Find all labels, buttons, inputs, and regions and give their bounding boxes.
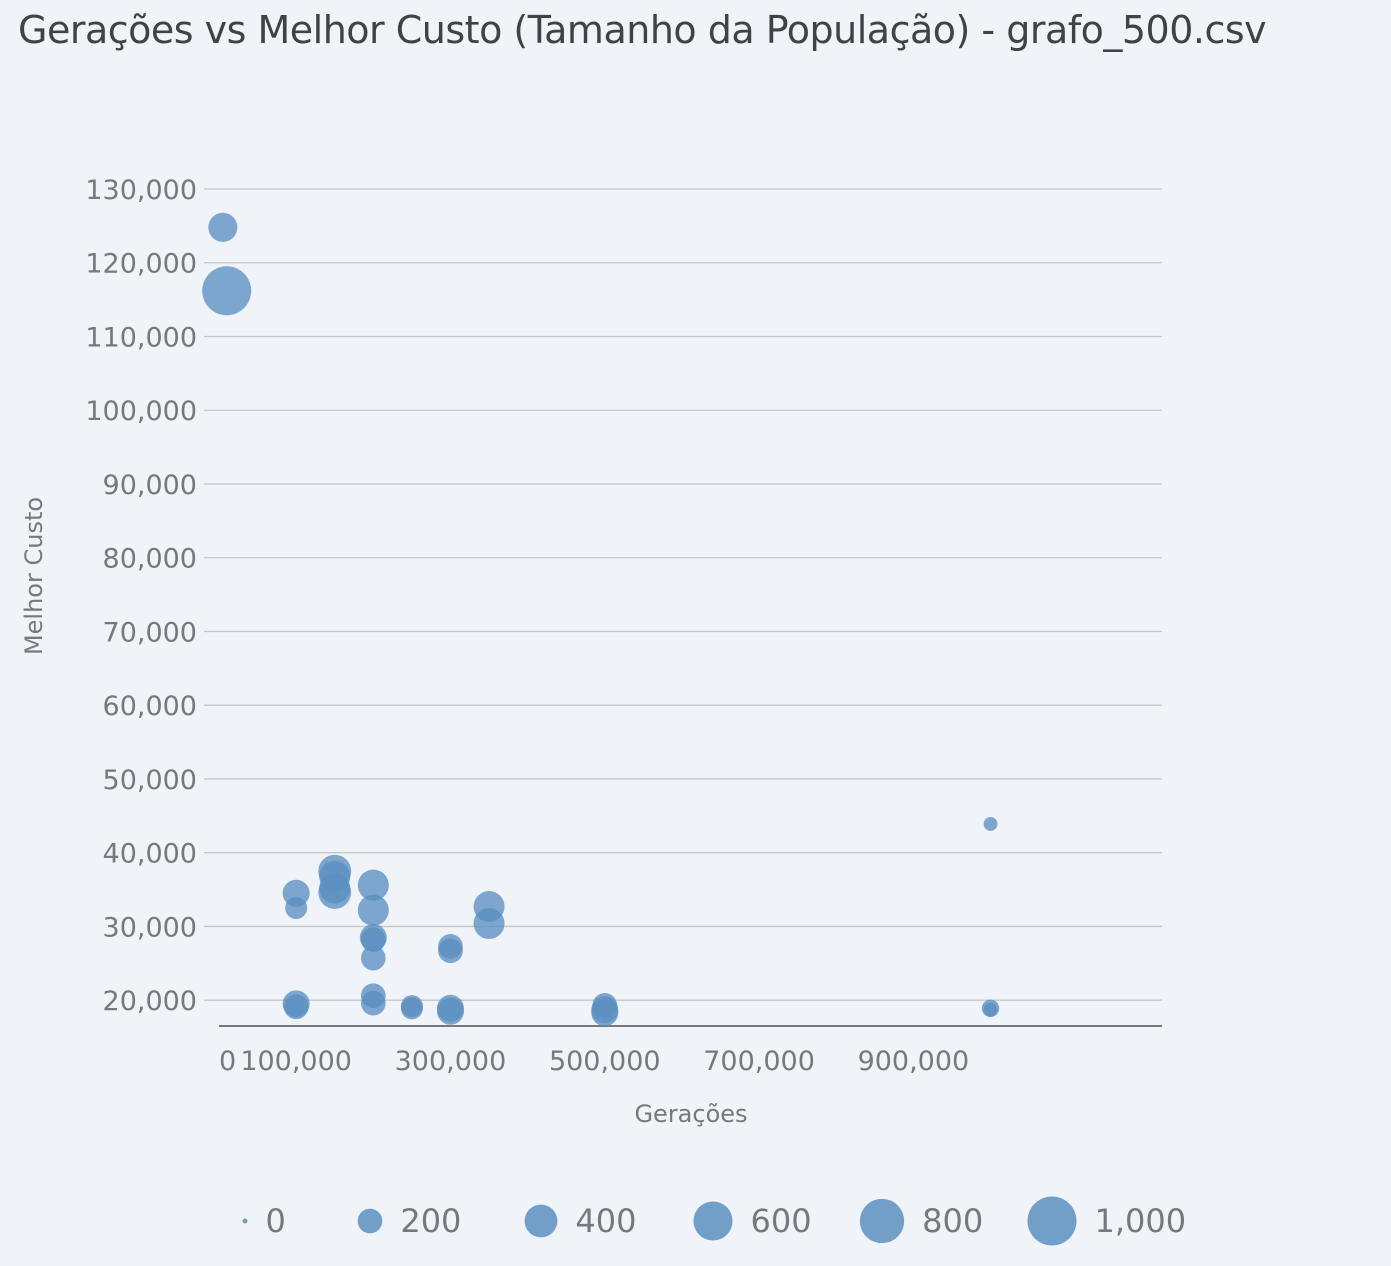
data-point <box>591 999 619 1027</box>
data-point <box>283 994 309 1020</box>
data-point <box>202 266 252 316</box>
legend-marker <box>693 1201 733 1241</box>
chart-title: Gerações vs Melhor Custo (Tamanho da Pop… <box>18 8 1267 52</box>
data-point <box>473 907 505 940</box>
grid-lines <box>204 188 1162 1001</box>
data-points <box>202 212 1000 1027</box>
legend-marker <box>242 1218 248 1224</box>
legend-label: 600 <box>751 1202 812 1240</box>
x-tick-label: 300,000 <box>395 1046 507 1077</box>
y-tick-label: 130,000 <box>85 175 197 206</box>
legend-label: 0 <box>266 1202 286 1240</box>
data-point <box>360 990 386 1016</box>
y-tick-label: 50,000 <box>103 765 197 796</box>
x-tick-label: 100,000 <box>240 1046 352 1077</box>
y-tick-label: 60,000 <box>103 691 197 722</box>
legend-label: 400 <box>575 1202 636 1240</box>
y-tick-label: 80,000 <box>103 544 197 575</box>
y-tick-label: 70,000 <box>103 617 197 648</box>
x-tick-label: 700,000 <box>703 1046 815 1077</box>
y-tick-label: 90,000 <box>103 470 197 501</box>
data-point <box>983 817 998 831</box>
data-point <box>400 997 423 1020</box>
y-axis-title: Melhor Custo <box>20 497 48 655</box>
y-axis-ticks: 20,000 30,000 40,000 50,000 60,000 70,000 80,0… <box>85 175 197 1017</box>
data-point <box>436 997 464 1025</box>
legend-marker <box>859 1198 905 1244</box>
data-point <box>357 869 389 901</box>
legend-label: 800 <box>922 1202 983 1240</box>
legend-marker <box>524 1204 558 1238</box>
data-point <box>285 896 308 920</box>
y-tick-label: 110,000 <box>85 322 197 353</box>
data-point <box>360 945 386 971</box>
legend-label: 200 <box>400 1202 461 1240</box>
x-tick-label: 500,000 <box>549 1046 661 1077</box>
y-tick-label: 30,000 <box>103 912 197 943</box>
y-tick-label: 20,000 <box>103 986 197 1017</box>
legend-label: 1,000 <box>1095 1202 1187 1240</box>
data-point <box>357 894 389 926</box>
y-tick-label: 40,000 <box>103 839 197 870</box>
y-tick-label: 100,000 <box>85 396 197 427</box>
x-axis-title: Gerações <box>634 1100 747 1128</box>
data-point <box>983 1002 998 1017</box>
data-point <box>208 212 238 242</box>
legend-marker <box>1027 1196 1077 1246</box>
x-axis-ticks: 0 100,000 300,000 500,000 700,000 900,000 <box>219 1046 969 1077</box>
x-tick-label: 900,000 <box>858 1046 970 1077</box>
data-point <box>438 938 463 964</box>
legend-marker <box>357 1208 383 1234</box>
data-point <box>318 876 352 909</box>
size-legend: 0 200 400 600 800 1,000 <box>242 1196 1187 1246</box>
y-tick-label: 120,000 <box>85 249 197 280</box>
x-tick-label: 0 <box>219 1046 236 1077</box>
data-point <box>360 927 386 953</box>
